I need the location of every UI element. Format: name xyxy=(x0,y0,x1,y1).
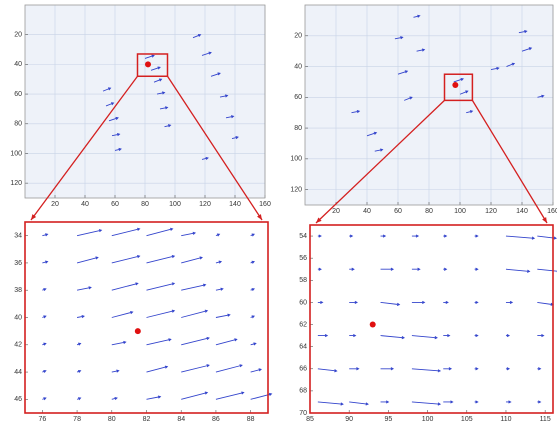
y-tick-label: 58 xyxy=(299,277,307,284)
y-tick-label: 46 xyxy=(14,396,22,403)
y-tick-label: 20 xyxy=(14,32,22,39)
figure: 20 40 60 80 100 120 140 160 20 40 60 80 100 120 20 40 60… xyxy=(0,0,557,425)
y-tick-label: 36 xyxy=(14,260,22,267)
marker-dot xyxy=(135,328,141,334)
y-tick-label: 62 xyxy=(299,321,307,328)
x-tick-label: 115 xyxy=(540,416,551,423)
x-tick-label: 78 xyxy=(73,416,81,423)
x-tick-label: 40 xyxy=(81,201,89,208)
x-tick-label: 105 xyxy=(461,416,473,423)
y-tick-label: 20 xyxy=(294,33,302,40)
y-tick-label: 34 xyxy=(14,232,22,239)
marker-dot xyxy=(145,61,151,67)
y-tick-label: 68 xyxy=(299,388,307,395)
x-tick-label: 88 xyxy=(247,416,255,423)
x-tick-label: 60 xyxy=(111,201,119,208)
y-tick-label: 80 xyxy=(294,125,302,132)
x-tick-label: 100 xyxy=(169,201,181,208)
y-tick-label: 40 xyxy=(294,63,302,70)
y-tick-label: 100 xyxy=(10,150,22,157)
marker-dot xyxy=(452,82,458,88)
x-tick-label: 82 xyxy=(143,416,151,423)
x-tick-label: 86 xyxy=(212,416,220,423)
y-tick-label: 120 xyxy=(10,180,22,187)
y-tick-label: 60 xyxy=(294,94,302,101)
y-tick-label: 120 xyxy=(290,186,302,193)
y-tick-label: 56 xyxy=(299,255,307,262)
y-tick-label: 100 xyxy=(290,156,302,163)
y-tick-label: 64 xyxy=(299,343,307,350)
x-tick-label: 84 xyxy=(177,416,185,423)
y-tick-label: 70 xyxy=(299,410,307,417)
y-tick-label: 40 xyxy=(14,61,22,68)
marker-dot xyxy=(370,322,376,328)
y-tick-label: 66 xyxy=(299,366,307,373)
x-tick-label: 40 xyxy=(363,208,371,215)
y-tick-label: 80 xyxy=(14,121,22,128)
x-tick-label: 160 xyxy=(547,208,557,215)
y-tick-label: 60 xyxy=(299,299,307,306)
y-tick-label: 44 xyxy=(14,369,22,376)
x-tick-label: 120 xyxy=(199,201,211,208)
y-tick-label: 60 xyxy=(14,91,22,98)
y-tick-label: 54 xyxy=(299,233,307,240)
y-tick-label: 40 xyxy=(14,314,22,321)
x-tick-label: 95 xyxy=(384,416,392,423)
x-tick-label: 100 xyxy=(422,416,434,423)
x-tick-label: 80 xyxy=(425,208,433,215)
x-tick-label: 160 xyxy=(259,201,271,208)
x-tick-label: 100 xyxy=(454,208,466,215)
x-tick-label: 85 xyxy=(306,416,314,423)
x-tick-label: 20 xyxy=(51,201,59,208)
x-tick-label: 80 xyxy=(141,201,149,208)
x-tick-label: 120 xyxy=(485,208,497,215)
x-tick-label: 90 xyxy=(345,416,353,423)
plot-area xyxy=(310,225,553,413)
x-tick-label: 20 xyxy=(332,208,340,215)
connector-head xyxy=(257,214,262,220)
x-tick-label: 60 xyxy=(394,208,402,215)
x-tick-label: 140 xyxy=(516,208,528,215)
x-tick-label: 140 xyxy=(229,201,241,208)
x-tick-label: 110 xyxy=(500,416,511,423)
y-tick-label: 42 xyxy=(14,342,22,349)
x-tick-label: 76 xyxy=(38,416,46,423)
x-tick-label: 80 xyxy=(108,416,116,423)
y-tick-label: 38 xyxy=(14,287,22,294)
